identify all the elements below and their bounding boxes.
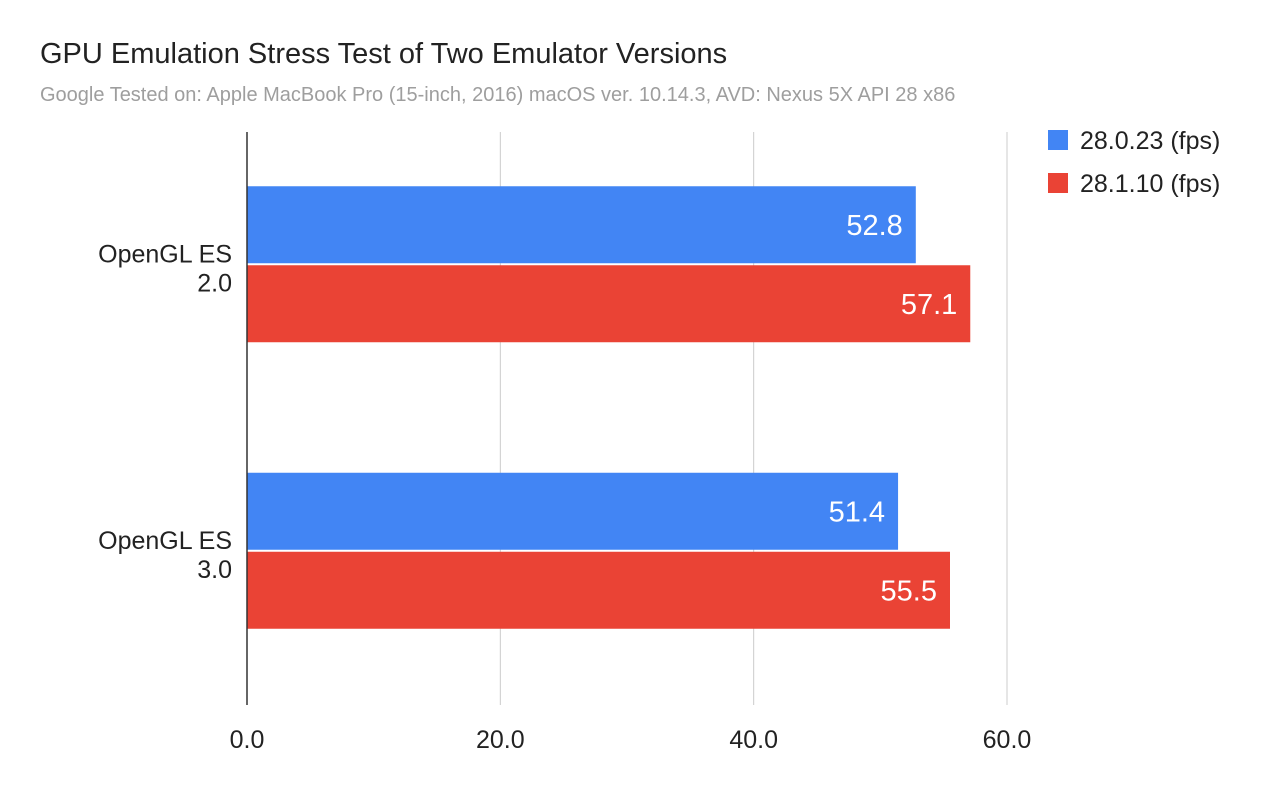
bar (247, 265, 971, 343)
bar (247, 472, 899, 550)
bar (247, 551, 950, 629)
x-tick-label: 20.0 (476, 726, 525, 754)
category-label: OpenGL ES 3.0 (98, 527, 232, 584)
x-tick-labels: 0.0 20.0 40.0 60.0 (230, 726, 1032, 754)
bars (247, 186, 971, 629)
category-label-line: 2.0 (197, 269, 232, 297)
category-label-line: OpenGL ES (98, 240, 232, 268)
bar-value-label: 57.1 (901, 289, 957, 321)
legend-label: 28.1.10 (fps) (1080, 170, 1220, 198)
bar-value-label: 55.5 (881, 575, 937, 607)
x-tick-label: 40.0 (729, 726, 778, 754)
bar-value-label: 52.8 (846, 210, 902, 242)
x-tick-label: 0.0 (230, 726, 265, 754)
chart-title: GPU Emulation Stress Test of Two Emulato… (40, 38, 727, 70)
category-label-line: 3.0 (197, 556, 232, 584)
legend-swatch (1048, 130, 1068, 150)
legend-swatch (1048, 173, 1068, 193)
category-label-line: OpenGL ES (98, 527, 232, 555)
category-label: OpenGL ES 2.0 (98, 240, 232, 297)
chart-subtitle: Google Tested on: Apple MacBook Pro (15-… (40, 84, 955, 106)
legend-label: 28.0.23 (fps) (1080, 127, 1220, 155)
x-tick-label: 60.0 (983, 726, 1032, 754)
bar (247, 186, 916, 264)
legend: 28.0.23 (fps) 28.1.10 (fps) (1048, 127, 1220, 198)
bar-value-label: 51.4 (829, 496, 885, 528)
value-labels: 52.8 57.1 51.4 55.5 (829, 210, 958, 608)
